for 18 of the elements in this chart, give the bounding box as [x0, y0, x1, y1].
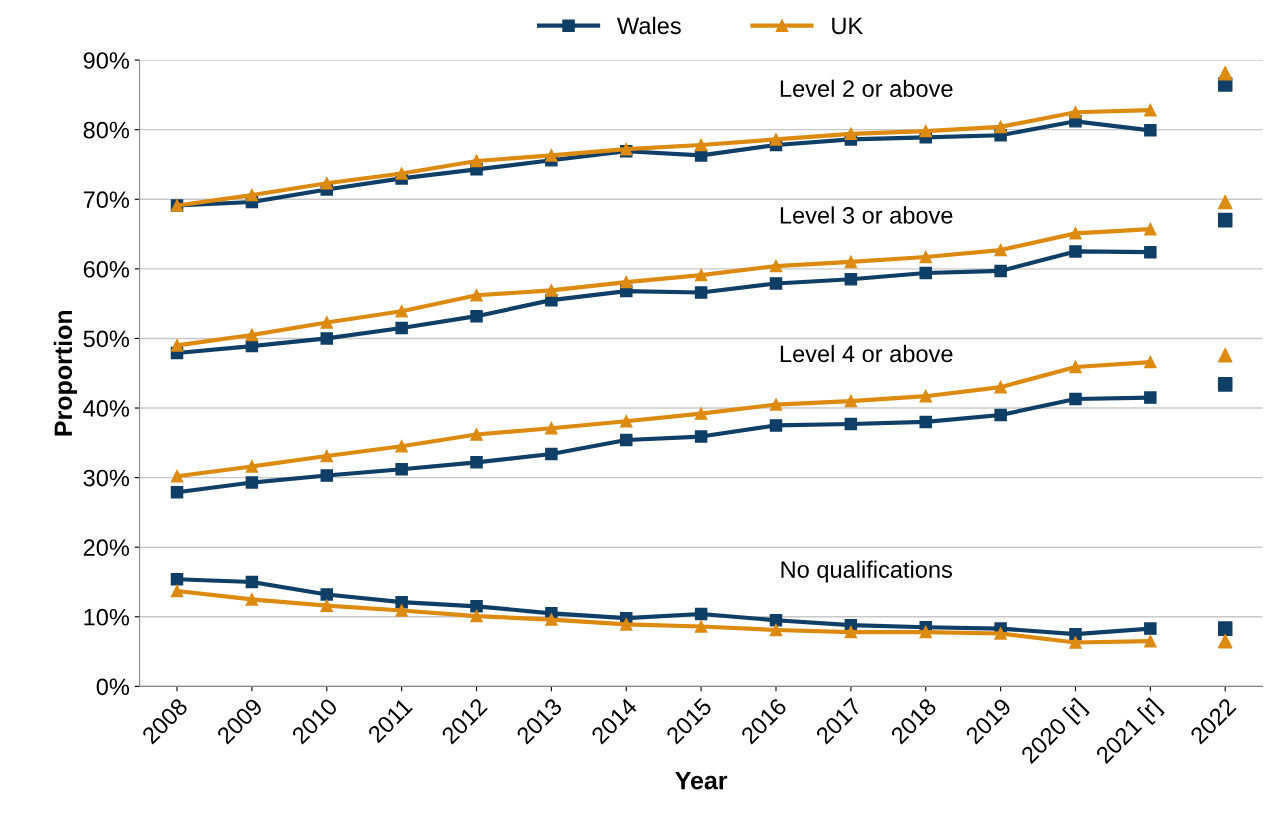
y-tick-label: 30%: [83, 469, 130, 487]
y-tick-label: 50%: [83, 330, 130, 348]
annotation: No qualifications: [781, 560, 952, 583]
y-tick-label: 0%: [96, 678, 130, 696]
annotation: Level 4 or above: [780, 344, 953, 363]
y-axis-title: Proportion: [53, 310, 78, 436]
y-tick-label: 40%: [83, 400, 130, 417]
y-tick-label: 60%: [83, 260, 130, 278]
y-tick-label: 20%: [83, 539, 130, 556]
legend-label: UK: [832, 17, 863, 35]
annotation: Level 3 or above: [780, 206, 953, 224]
y-tick-label: 80%: [83, 121, 130, 139]
x-axis-title: Year: [675, 771, 728, 790]
y-tick-label: 90%: [83, 52, 130, 69]
legend-label: Wales: [617, 16, 681, 35]
y-tick-label: 10%: [84, 608, 130, 626]
y-tick-label: 70%: [83, 191, 130, 209]
annotation: Level 2 or above: [780, 79, 953, 98]
